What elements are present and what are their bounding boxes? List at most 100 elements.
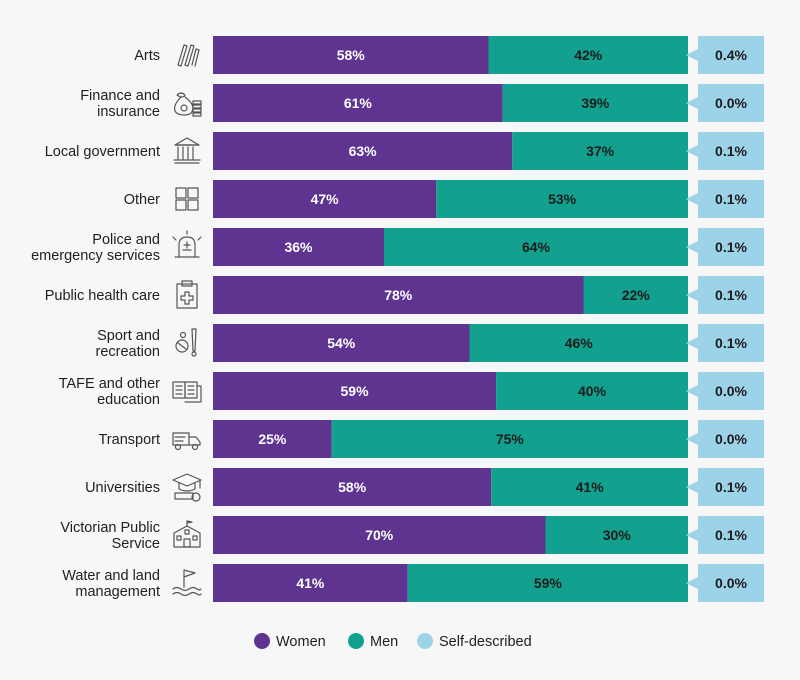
bar-women [213, 420, 332, 458]
bar-self-described [686, 84, 764, 122]
category-label: Water and land management [62, 568, 160, 600]
data-label-men: 53% [548, 191, 577, 207]
data-label-self-described: 0.0% [715, 575, 747, 591]
government-building-icon [173, 137, 201, 164]
data-label-women: 47% [311, 191, 340, 207]
category-label: Sport and recreation [96, 328, 160, 360]
legend: Women Men Self-described [254, 633, 532, 650]
data-label-self-described: 0.1% [715, 239, 747, 255]
data-label-men: 75% [496, 431, 525, 447]
bar-self-described [686, 516, 764, 554]
category-label: Other [124, 192, 160, 208]
truck-icon [172, 432, 201, 451]
bar-women [213, 324, 470, 362]
legend-item: Women [254, 633, 326, 650]
category-label: Universities [85, 480, 160, 496]
legend-swatch [254, 633, 270, 649]
category-label: Finance and insurance [80, 88, 160, 120]
data-label-self-described: 0.0% [715, 383, 747, 399]
data-label-women: 36% [284, 239, 313, 255]
data-label-men: 40% [578, 383, 607, 399]
data-label-women: 61% [344, 95, 373, 111]
category-label: Arts [134, 48, 160, 64]
category-label: Police and emergency services [31, 232, 160, 264]
bar-men [496, 372, 688, 410]
bar-women [213, 372, 497, 410]
bar-men [384, 228, 688, 266]
bar-women [213, 180, 437, 218]
chart-row: TAFE and other education 59% 40% 0.0% [59, 372, 764, 410]
legend-label: Women [276, 634, 326, 650]
chart-row: Police and emergency services 36% 64% 0.1% [31, 228, 764, 266]
data-label-men: 39% [581, 95, 610, 111]
bar-women [213, 36, 489, 74]
books-icon [172, 381, 202, 403]
data-label-men: 22% [622, 287, 651, 303]
data-label-men: 64% [522, 239, 551, 255]
bar-women [213, 468, 492, 506]
data-label-women: 78% [384, 287, 413, 303]
bar-women [213, 132, 513, 170]
data-label-self-described: 0.1% [715, 335, 747, 351]
category-label: Local government [45, 144, 160, 160]
money-bag-icon [174, 92, 202, 117]
data-label-men: 30% [603, 527, 632, 543]
category-label: Transport [98, 432, 160, 448]
chart-row: Water and land management 41% 59% 0.0% [62, 564, 764, 602]
data-label-self-described: 0.1% [715, 143, 747, 159]
legend-swatch [348, 633, 364, 649]
data-label-self-described: 0.4% [715, 47, 747, 63]
bar-men [502, 84, 688, 122]
bar-self-described [686, 180, 764, 218]
data-label-men: 59% [534, 575, 563, 591]
bar-self-described [686, 420, 764, 458]
bar-men [331, 420, 688, 458]
data-label-men: 41% [576, 479, 605, 495]
siren-icon [172, 230, 202, 258]
bar-men [491, 468, 688, 506]
data-label-self-described: 0.1% [715, 479, 747, 495]
chart-row: Arts 58% 42% 0.4% [134, 36, 764, 74]
legend-item: Self-described [417, 633, 532, 650]
data-label-self-described: 0.0% [715, 95, 747, 111]
brushes-icon [177, 44, 200, 67]
data-label-men: 46% [565, 335, 594, 351]
data-label-men: 37% [586, 143, 615, 159]
bar-self-described [686, 372, 764, 410]
bar-self-described [686, 564, 764, 602]
chart-row: Local government 63% 37% 0.1% [45, 132, 764, 170]
clipboard-medical-icon [176, 280, 198, 309]
data-label-self-described: 0.1% [715, 527, 747, 543]
data-label-men: 42% [574, 47, 603, 63]
chart-row: Universities 58% 41% 0.1% [85, 468, 764, 506]
sports-equipment-icon [175, 328, 197, 357]
bar-self-described [686, 468, 764, 506]
bar-women [213, 516, 546, 554]
bar-women [213, 228, 384, 266]
chart-row: Finance and insurance 61% 39% 0.0% [80, 84, 764, 122]
bar-men [488, 36, 688, 74]
data-label-women: 58% [337, 47, 366, 63]
bar-men [545, 516, 688, 554]
chart-row: Victorian Public Service 70% 30% 0.1% [60, 516, 764, 554]
category-label: Victorian Public Service [60, 520, 160, 552]
data-label-women: 59% [341, 383, 370, 399]
chart-row: Other 47% 53% 0.1% [124, 180, 764, 218]
legend-label: Self-described [439, 634, 532, 650]
bar-men [469, 324, 688, 362]
data-label-women: 25% [258, 431, 287, 447]
data-label-self-described: 0.0% [715, 431, 747, 447]
bar-women [213, 564, 408, 602]
data-label-women: 70% [365, 527, 394, 543]
school-building-icon [173, 520, 201, 548]
bar-self-described [686, 36, 764, 74]
bar-women [213, 276, 584, 314]
bar-men [512, 132, 688, 170]
data-label-women: 58% [338, 479, 367, 495]
graduation-cap-icon [172, 473, 202, 502]
bar-self-described [686, 324, 764, 362]
bar-men [436, 180, 688, 218]
bar-self-described [686, 132, 764, 170]
legend-item: Men [348, 633, 398, 650]
bar-men [583, 276, 688, 314]
